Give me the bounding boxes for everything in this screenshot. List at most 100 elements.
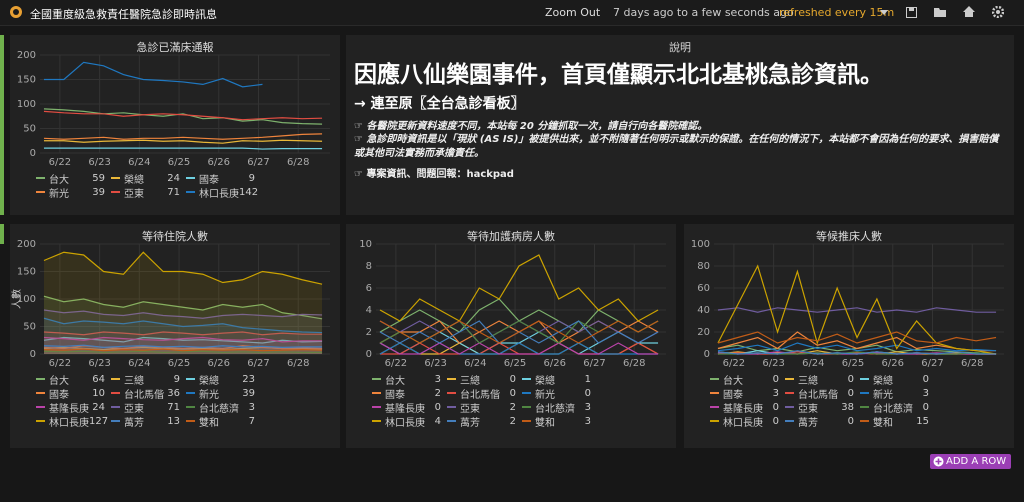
legend-item: 台大 0 bbox=[710, 372, 785, 386]
series-line bbox=[43, 331, 323, 336]
chart: 0 50 100 150 200 6/22 6/23 6/24 6/25 6/26 6/27 6/28 bbox=[17, 50, 330, 168]
zoom-out[interactable]: Zoom Out bbox=[545, 6, 601, 19]
x-tick-label: 6/26 bbox=[208, 157, 230, 168]
series-line bbox=[379, 342, 659, 355]
series-line bbox=[43, 110, 323, 121]
x-tick-label: 6/22 bbox=[385, 358, 407, 369]
settings-icon[interactable] bbox=[992, 6, 1004, 18]
legend-value: 0 bbox=[509, 387, 516, 399]
legend-value: 2 bbox=[509, 415, 516, 427]
series-line bbox=[717, 331, 997, 344]
legend-name: 萬芳 bbox=[460, 417, 480, 429]
legend-swatch bbox=[710, 406, 719, 408]
legend-item: 國泰 2 bbox=[372, 386, 447, 400]
legend-item: 林口長庚 142 bbox=[186, 185, 261, 199]
legend-name: 榮總 bbox=[199, 375, 219, 387]
legend-item: 台北馬偕 0 bbox=[447, 386, 522, 400]
legend-name: 萬芳 bbox=[124, 417, 144, 429]
legend-value: 127 bbox=[89, 415, 109, 427]
y-tick-label: 50 bbox=[23, 322, 36, 333]
legend-name: 榮總 bbox=[124, 174, 144, 186]
chart: 人數 0 50 100 150 200 6/22 6/23 6/24 6/25 6/26 6/27 6/… bbox=[10, 239, 330, 369]
legend: 台大 64 三總 9 榮總 23 國泰 10 台北馬偕 36 新光 39 基隆長庚 24 亞東 71 台北慈濟 3… bbox=[36, 372, 334, 428]
legend-item: 基隆長庚 24 bbox=[36, 400, 111, 414]
legend-value: 0 bbox=[772, 415, 779, 427]
x-tick-label: 6/27 bbox=[583, 358, 605, 369]
legend-value: 24 bbox=[167, 172, 180, 184]
legend-item: 台北馬偕 36 bbox=[111, 386, 186, 400]
panel-title: 等待住院人數 bbox=[142, 230, 208, 243]
y-tick-label: 40 bbox=[697, 305, 710, 316]
legend-name: 國泰 bbox=[49, 389, 69, 401]
x-tick-label: 6/24 bbox=[802, 358, 824, 369]
refresh-interval[interactable]: refreshed every 15m bbox=[779, 6, 895, 19]
legend-value: 4 bbox=[434, 415, 441, 427]
row-marker[interactable] bbox=[0, 35, 4, 215]
legend-name: 雙和 bbox=[199, 417, 219, 429]
legend-item: 萬芳 2 bbox=[447, 414, 522, 428]
legend-item: 台大 3 bbox=[372, 372, 447, 386]
y-tick-label: 150 bbox=[17, 75, 36, 86]
legend-item: 基隆長庚 0 bbox=[372, 400, 447, 414]
legend-item: 台北馬偕 0 bbox=[785, 386, 860, 400]
legend-swatch bbox=[186, 378, 195, 380]
legend-value: 7 bbox=[248, 415, 255, 427]
y-axis-label: 人數 bbox=[10, 289, 23, 309]
legend-swatch bbox=[860, 406, 869, 408]
series-line bbox=[43, 336, 323, 343]
note[interactable]: ☞ 專案資訊、問題回報：hackpad bbox=[354, 169, 514, 180]
link[interactable]: → 連至原〖全台急診看板〗 bbox=[354, 96, 525, 112]
logo[interactable] bbox=[9, 5, 23, 19]
x-tick-label: 6/25 bbox=[168, 157, 190, 168]
legend-name: 國泰 bbox=[199, 174, 219, 186]
series-line bbox=[43, 61, 263, 88]
legend-name: 榮總 bbox=[873, 375, 893, 387]
add-row-button[interactable]: ADD A ROW bbox=[930, 454, 1012, 469]
legend-swatch bbox=[186, 420, 195, 422]
legend-swatch bbox=[785, 406, 794, 408]
panel-title: 急診已滿床通報 bbox=[136, 41, 214, 54]
time-range[interactable]: 7 days ago to a few seconds ago bbox=[613, 6, 794, 19]
legend-item: 林口長庚 4 bbox=[372, 414, 447, 428]
legend-value: 13 bbox=[167, 415, 180, 427]
legend-item: 台北慈濟 0 bbox=[860, 400, 935, 414]
legend-name: 三總 bbox=[124, 375, 144, 387]
legend-item: 台大 59 bbox=[36, 171, 111, 185]
legend-swatch bbox=[447, 392, 456, 394]
legend-item: 三總 0 bbox=[785, 372, 860, 386]
legend-item: 新光 3 bbox=[860, 386, 935, 400]
y-tick-label: 150 bbox=[17, 267, 36, 278]
x-tick-label: 6/28 bbox=[287, 157, 309, 168]
legend-name: 林口長庚 bbox=[199, 188, 239, 200]
row-marker[interactable] bbox=[0, 224, 4, 244]
legend-item: 三總 9 bbox=[111, 372, 186, 386]
home-icon[interactable] bbox=[963, 6, 975, 18]
x-tick-label: 6/27 bbox=[247, 358, 269, 369]
legend-name: 亞東 bbox=[124, 188, 144, 200]
legend-item: 榮總 23 bbox=[186, 372, 261, 386]
legend-name: 台北慈濟 bbox=[535, 403, 575, 415]
dashboard-title[interactable]: 全國重度級急救責任醫院急診即時訊息 bbox=[30, 8, 217, 21]
save-icon[interactable] bbox=[906, 7, 917, 18]
series-line bbox=[43, 133, 323, 140]
caret[interactable] bbox=[880, 10, 888, 15]
top-bar: 全國重度級急救責任醫院急診即時訊息 Zoom Out 7 days ago to… bbox=[0, 0, 1024, 26]
legend-value: 59 bbox=[92, 172, 105, 184]
x-tick-label: 6/24 bbox=[464, 358, 486, 369]
legend-swatch bbox=[522, 406, 531, 408]
legend-item: 亞東 71 bbox=[111, 185, 186, 199]
x-tick-label: 6/22 bbox=[49, 358, 71, 369]
y-tick-label: 10 bbox=[359, 239, 372, 250]
legend-name: 台北慈濟 bbox=[199, 403, 239, 415]
legend-item: 亞東 2 bbox=[447, 400, 522, 414]
legend-swatch bbox=[372, 406, 381, 408]
series-area bbox=[43, 318, 323, 354]
legend-name: 雙和 bbox=[873, 417, 893, 429]
add-row-label[interactable]: ADD A ROW bbox=[946, 456, 1007, 467]
legend-swatch bbox=[111, 177, 120, 179]
legend-swatch bbox=[447, 420, 456, 422]
legend-item: 雙和 15 bbox=[860, 414, 935, 428]
open-icon[interactable] bbox=[934, 7, 947, 18]
legend-name: 新光 bbox=[535, 389, 555, 401]
